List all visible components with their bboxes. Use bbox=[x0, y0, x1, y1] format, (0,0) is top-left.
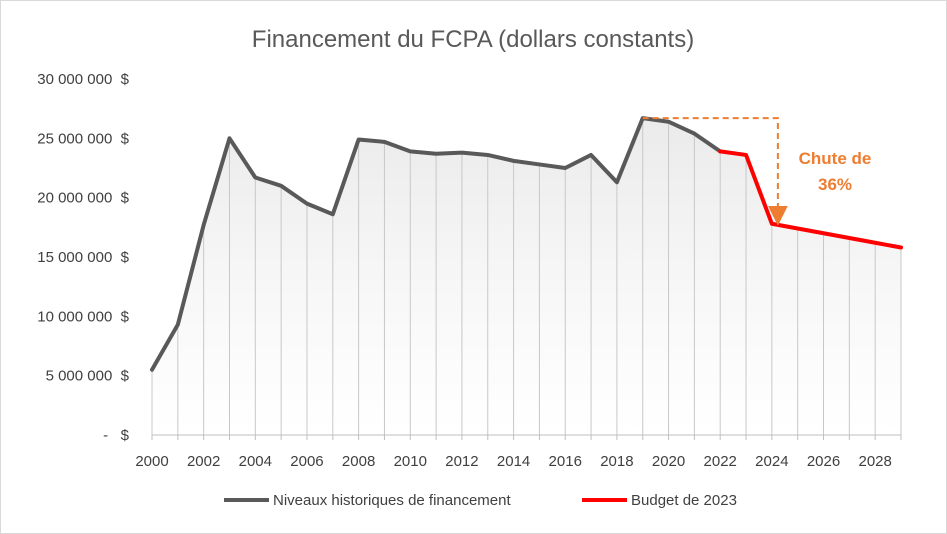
x-tick-label: 2018 bbox=[600, 453, 633, 470]
x-tick-label: 2014 bbox=[497, 453, 530, 470]
legend-label-historique: Niveaux historiques de financement bbox=[273, 492, 511, 509]
y-tick-label: 15 000 000 $ bbox=[37, 249, 129, 266]
x-tick-label: 2012 bbox=[445, 453, 478, 470]
y-tick-label: - $ bbox=[103, 427, 129, 444]
area-fill bbox=[152, 118, 901, 435]
x-tick-label: 2004 bbox=[239, 453, 272, 470]
y-tick-label: 20 000 000 $ bbox=[37, 190, 129, 207]
x-tick-label: 2026 bbox=[807, 453, 840, 470]
chart-title: Financement du FCPA (dollars constants) bbox=[252, 26, 694, 53]
x-tick-label: 2000 bbox=[135, 453, 168, 470]
annotation-label: Chute de bbox=[799, 149, 872, 168]
legend: Niveaux historiques de financement Budge… bbox=[224, 492, 737, 509]
series-line-historique bbox=[150, 116, 723, 372]
x-tick-label: 2028 bbox=[858, 453, 891, 470]
x-tick-label: 2016 bbox=[549, 453, 582, 470]
y-tick-label: 5 000 000 $ bbox=[46, 368, 130, 385]
legend-label-budget: Budget de 2023 bbox=[631, 492, 737, 509]
drop-arrow bbox=[642, 117, 788, 226]
x-tick-label: 2022 bbox=[704, 453, 737, 470]
x-tick-label: 2008 bbox=[342, 453, 375, 470]
annotation-value: 36% bbox=[818, 175, 852, 194]
x-tick-label: 2006 bbox=[290, 453, 323, 470]
x-tick-label: 2002 bbox=[187, 453, 220, 470]
y-tick-label: 10 000 000 $ bbox=[37, 308, 129, 325]
x-tick-label: 2020 bbox=[652, 453, 685, 470]
x-tick-label: 2010 bbox=[394, 453, 427, 470]
x-tick-label: 2024 bbox=[755, 453, 788, 470]
y-tick-label: 30 000 000 $ bbox=[37, 71, 129, 88]
y-tick-label: 25 000 000 $ bbox=[37, 130, 129, 147]
series-line-budget bbox=[718, 149, 903, 250]
